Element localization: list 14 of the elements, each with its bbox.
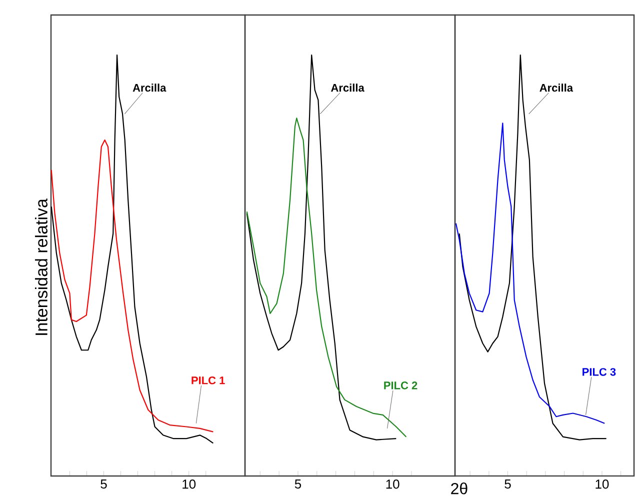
text: PILC 1 xyxy=(192,376,225,384)
x-tick-label: 5 xyxy=(504,480,511,489)
x-tick-label: 10 xyxy=(386,480,400,489)
series-label: Arcilla xyxy=(330,84,364,92)
y-axis-title: Intensidad relativa xyxy=(34,198,48,335)
series-label: Arcilla xyxy=(540,84,574,92)
x-tick-label: 5 xyxy=(294,480,302,489)
series-label: Arcilla xyxy=(132,84,166,92)
x-tick-label: 5 xyxy=(100,480,107,489)
x-tick-label: 10 xyxy=(596,480,609,489)
text: PILC 2 xyxy=(384,382,418,390)
text: PILC 3 xyxy=(582,368,616,376)
x-axis-title: 2θ xyxy=(451,482,468,494)
x-tick-label: 10 xyxy=(182,480,196,489)
